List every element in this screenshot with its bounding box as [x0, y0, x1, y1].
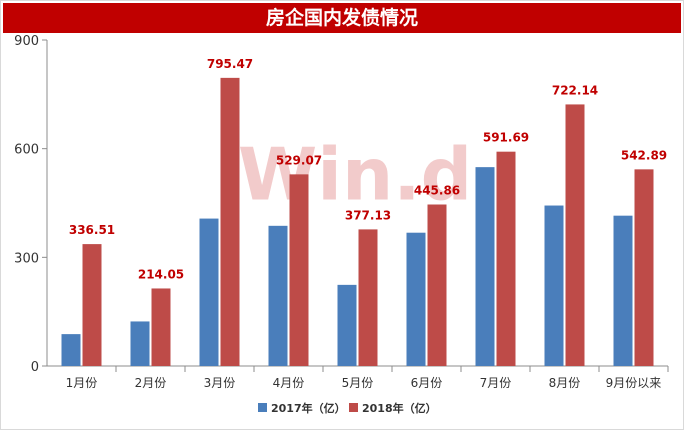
bar-2018 — [496, 151, 516, 366]
x-tick-label: 1月份 — [66, 376, 98, 390]
y-tick-label: 0 — [31, 360, 39, 375]
bar-2018 — [151, 288, 171, 366]
axes: 0 300 600 900 1月份 2月份 3月份 4月份 5月份 6月份 7月份 8月份 9月份以来 — [14, 34, 669, 390]
data-label: 591.69 — [483, 131, 529, 145]
bar-2018 — [427, 204, 447, 366]
bar-2018 — [82, 244, 102, 366]
title-bar: 房企国内发债情况 — [3, 3, 681, 33]
bar-2017 — [337, 284, 357, 366]
x-tick-label: 2月份 — [135, 376, 167, 390]
bar-2017 — [544, 205, 564, 366]
legend-label: 2018年（亿） — [362, 401, 437, 415]
y-tick-label: 900 — [14, 34, 39, 49]
data-label: 377.13 — [345, 208, 391, 222]
bar-2017 — [61, 334, 81, 366]
y-tick-label: 600 — [14, 143, 39, 158]
bar-2017 — [475, 167, 495, 366]
x-tick-label: 4月份 — [273, 376, 305, 390]
bar-2018 — [289, 174, 309, 366]
legend-swatch — [258, 403, 267, 412]
bars — [61, 77, 654, 367]
data-label: 214.05 — [138, 267, 184, 281]
x-tick-label: 6月份 — [411, 376, 443, 390]
data-label: 795.47 — [207, 57, 253, 71]
bar-2018 — [358, 229, 378, 366]
bar-2017 — [268, 225, 288, 366]
data-labels: 336.51 214.05 795.47 529.07 377.13 445.86 591.… — [69, 57, 667, 282]
chart-title: 房企国内发债情况 — [265, 7, 418, 29]
data-label: 445.86 — [414, 183, 460, 197]
bar-2017 — [613, 215, 633, 366]
legend-swatch — [349, 403, 358, 412]
bar-2017 — [199, 218, 219, 366]
bar-2018 — [634, 169, 654, 366]
data-label: 336.51 — [69, 223, 115, 237]
x-tick-label: 7月份 — [480, 376, 512, 390]
bar-2017 — [130, 321, 150, 366]
x-tick-label: 9月份以来 — [606, 376, 662, 390]
y-tick-label: 300 — [14, 251, 39, 266]
bar-2018 — [220, 77, 240, 366]
x-tick-label: 5月份 — [342, 376, 374, 390]
data-label: 529.07 — [276, 153, 322, 167]
data-label: 722.14 — [552, 83, 598, 97]
x-tick-label: 8月份 — [549, 376, 581, 390]
data-label: 542.89 — [621, 148, 667, 162]
bar-2018 — [565, 104, 585, 367]
watermark: Win.d — [238, 133, 472, 217]
bar-2017 — [406, 232, 426, 366]
legend: 2017年（亿） 2018年（亿） — [258, 401, 437, 415]
legend-label: 2017年（亿） — [271, 401, 346, 415]
x-tick-label: 3月份 — [204, 376, 236, 390]
